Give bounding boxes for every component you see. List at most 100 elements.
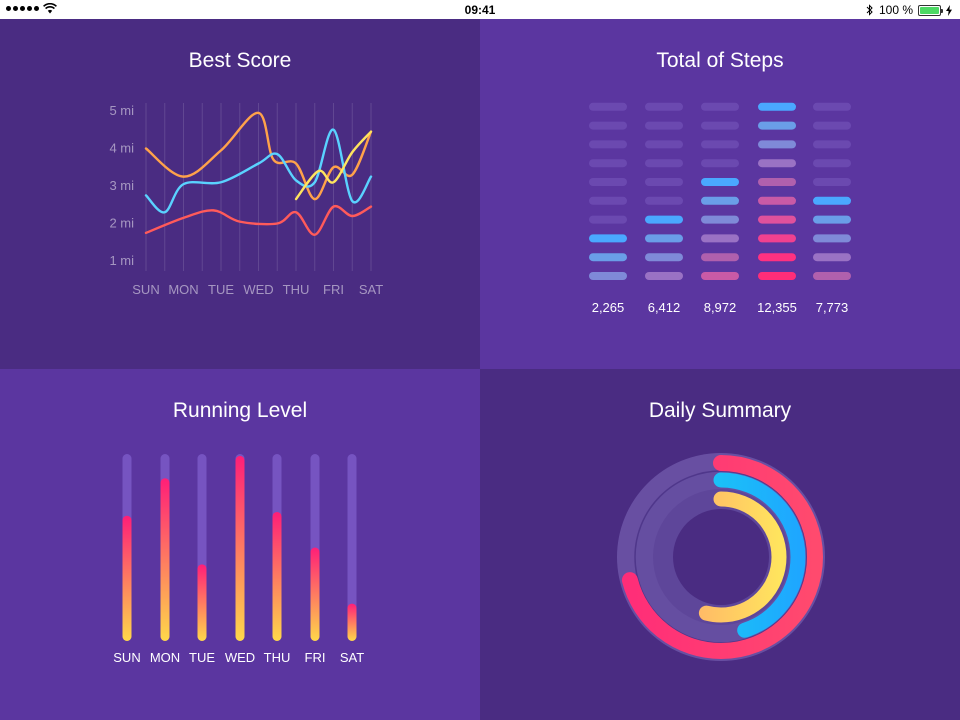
step-segment-dim — [645, 196, 683, 205]
y-tick-label: 5 mi — [109, 103, 134, 118]
step-segment-lit — [758, 196, 796, 205]
activity-ring-2 — [655, 491, 787, 623]
step-segment-dim — [813, 178, 851, 186]
running-level-title: Running Level — [172, 399, 308, 422]
step-value-2: 6,412 — [647, 300, 681, 315]
status-left — [6, 3, 57, 14]
step-segment-lit — [645, 234, 683, 243]
step-segment-dim — [701, 121, 739, 130]
y-tick-label: 2 mi — [109, 216, 134, 231]
step-segment-lit — [758, 159, 796, 168]
daily-summary-panel: Daily Summary — [480, 369, 960, 720]
y-tick-label: 3 mi — [109, 178, 134, 193]
step-segment-dim — [813, 102, 851, 111]
run-label-sat: SAT — [339, 650, 365, 665]
step-segment-lit — [758, 140, 796, 149]
step-segment-lit — [813, 253, 851, 262]
total-steps-panel: Total of Steps 2,265 6,412 8,972 12,355 … — [480, 19, 960, 369]
x-tick-label: MON — [168, 282, 198, 297]
step-segment-lit — [645, 253, 683, 262]
step-segment-dim — [813, 140, 851, 149]
step-segment-dim — [645, 102, 683, 111]
status-time: 09:41 — [464, 3, 496, 17]
step-segment-lit — [701, 253, 739, 262]
activity-ring-0 — [619, 455, 823, 659]
step-segment-dim — [645, 178, 683, 186]
step-segment-dim — [645, 121, 683, 130]
series-line-3 — [144, 204, 373, 236]
step-value-3: 8,972 — [703, 300, 737, 315]
step-value-5: 7,773 — [815, 300, 849, 315]
step-segment-dim — [589, 159, 627, 168]
step-segment-lit — [758, 234, 796, 243]
step-segment-dim — [645, 159, 683, 168]
step-segment-lit — [813, 272, 851, 280]
battery-percent: 100 % — [878, 3, 913, 17]
run-bar-mon — [160, 478, 170, 641]
series-line-1 — [144, 128, 373, 214]
step-segment-lit — [813, 215, 851, 224]
run-label-sun: SUN — [113, 650, 141, 665]
step-segment-dim — [589, 102, 627, 111]
step-segment-lit — [758, 121, 796, 130]
activity-ring-1 — [636, 472, 806, 642]
step-segment-lit — [589, 253, 627, 262]
step-segment-dim — [701, 140, 739, 149]
total-steps-chart — [589, 102, 851, 280]
step-segment-lit — [813, 196, 851, 205]
signal-dots-icon — [6, 6, 39, 11]
best-score-title: Best Score — [188, 49, 292, 72]
ring-center — [673, 509, 769, 605]
best-score-chart: 5 mi 4 mi 3 mi 2 mi 1 mi SUN MON TUE WED THU FRI SA… — [109, 103, 383, 297]
run-bar-fri — [310, 547, 320, 641]
step-segment-lit — [701, 272, 739, 280]
x-tick-label: SAT — [359, 282, 383, 297]
run-bar-wed — [235, 455, 245, 641]
step-segment-lit — [758, 272, 796, 280]
x-tick-label: WED — [243, 282, 273, 297]
daily-summary-chart — [617, 453, 825, 661]
step-segment-lit — [758, 215, 796, 224]
step-segment-dim — [813, 159, 851, 168]
step-segment-lit — [645, 272, 683, 280]
running-level-chart — [122, 454, 357, 641]
step-segment-lit — [589, 272, 627, 280]
best-score-panel: Best Score 5 mi 4 mi 3 mi 2 mi 1 mi SUN MON TUE… — [0, 19, 480, 369]
run-label-thu: THU — [263, 650, 291, 665]
bluetooth-icon — [866, 4, 873, 16]
step-segment-lit — [758, 253, 796, 262]
status-bar: 09:41 100 % — [0, 0, 960, 19]
run-bar-sat — [347, 603, 357, 641]
y-tick-label: 1 mi — [109, 253, 134, 268]
step-segment-lit — [813, 234, 851, 243]
run-label-fri: FRI — [304, 650, 326, 665]
step-segment-lit — [758, 102, 796, 111]
run-label-wed: WED — [224, 650, 256, 665]
step-segment-dim — [589, 178, 627, 186]
step-segment-dim — [589, 196, 627, 205]
x-tick-label: TUE — [208, 282, 234, 297]
run-bar-tue — [197, 564, 207, 641]
running-level-panel: Running Level SUN MON TUE WED THU FRI SA… — [0, 369, 480, 720]
step-segment-dim — [813, 121, 851, 130]
run-label-mon: MON — [149, 650, 181, 665]
battery-icon — [918, 4, 943, 16]
x-tick-label: SUN — [132, 282, 159, 297]
charging-bolt-icon — [946, 4, 952, 16]
x-tick-label: THU — [283, 282, 310, 297]
step-values: 2,265 6,412 8,972 12,355 7,773 — [480, 300, 960, 320]
step-segment-dim — [701, 102, 739, 111]
run-bar-sun — [122, 515, 132, 641]
wifi-icon — [43, 3, 57, 14]
step-segment-lit — [701, 196, 739, 205]
step-value-1: 2,265 — [591, 300, 625, 315]
step-segment-dim — [589, 140, 627, 149]
x-tick-label: FRI — [323, 282, 344, 297]
step-value-4: 12,355 — [757, 300, 797, 315]
y-tick-label: 4 mi — [109, 141, 134, 156]
status-right: 100 % — [866, 3, 952, 17]
step-segment-lit — [701, 215, 739, 224]
series-line-2 — [294, 130, 373, 201]
step-segment-lit — [589, 234, 627, 243]
step-segment-dim — [701, 159, 739, 168]
